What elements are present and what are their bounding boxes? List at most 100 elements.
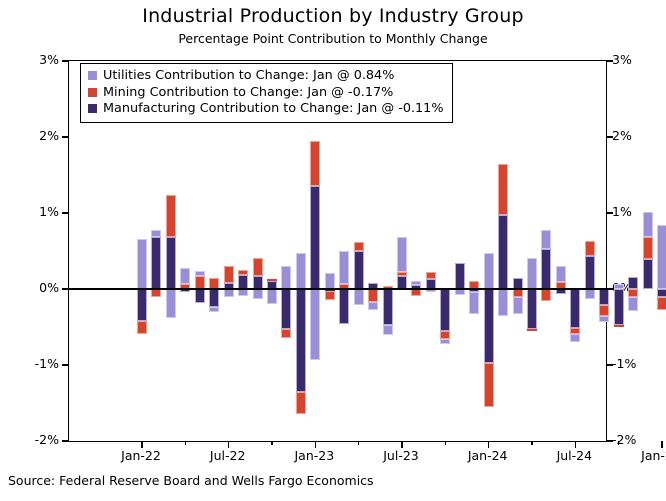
- bar-segment-manufacturing-Nov-24: [628, 276, 639, 289]
- bar-segment-manufacturing-Jul-24: [570, 289, 581, 328]
- bar-segment-mining-Jan-22: [137, 320, 147, 334]
- y-axis-label-left: 1%: [39, 204, 59, 219]
- bar-segment-utilities-Oct-22: [267, 289, 277, 305]
- y-axis-tick: [606, 136, 613, 138]
- bar-segment-utilities-Mar-24: [512, 297, 523, 315]
- y-axis-label-left: 3%: [39, 52, 59, 67]
- bar-segment-mining-Nov-22: [281, 329, 292, 338]
- bar-segment-utilities-Oct-23: [440, 339, 451, 344]
- bar-segment-utilities-Oct-24: [613, 284, 624, 289]
- bar-segment-mining-Sep-22: [252, 257, 263, 277]
- y-axis-label-left: -2%: [34, 432, 59, 447]
- bar-segment-manufacturing-Jan-24: [483, 289, 494, 364]
- bar-segment-utilities-Apr-24: [527, 257, 537, 289]
- y-axis-tick: [62, 136, 69, 138]
- bar-segment-manufacturing-Nov-22: [281, 289, 292, 330]
- bar-segment-manufacturing-Sep-24: [599, 289, 610, 305]
- bar-segment-manufacturing-Mar-23: [339, 289, 350, 324]
- bar-segment-utilities-Jan-25: [657, 225, 666, 289]
- chart-title: Industrial Production by Industry Group: [142, 5, 524, 27]
- y-axis-tick: [62, 60, 69, 62]
- bar-segment-utilities-Mar-23: [339, 251, 350, 285]
- bar-segment-mining-Feb-23: [324, 291, 335, 300]
- bar-segment-manufacturing-Apr-24: [527, 289, 537, 330]
- bar-segment-manufacturing-Jan-25: [657, 289, 666, 298]
- x-axis-major-tick: [574, 441, 576, 448]
- bar-segment-mining-Oct-23: [440, 330, 451, 340]
- bar-segment-manufacturing-Nov-23: [454, 263, 465, 289]
- bar-segment-mining-Jul-22: [223, 266, 234, 283]
- bar-segment-manufacturing-May-22: [194, 289, 205, 303]
- x-axis-major-tick: [488, 441, 490, 448]
- bar-segment-utilities-Jun-23: [382, 325, 393, 336]
- y-axis-tick: [62, 212, 69, 214]
- x-axis-minor-tick: [618, 441, 620, 445]
- manufacturing-swatch-icon: [88, 104, 97, 114]
- legend: Utilities Contribution to Change: Jan @ …: [80, 63, 454, 123]
- bar-segment-utilities-Nov-22: [281, 266, 292, 289]
- bar-segment-manufacturing-May-24: [541, 249, 552, 289]
- bar-segment-utilities-Sep-24: [599, 315, 610, 323]
- x-axis-minor-tick: [184, 441, 186, 445]
- y-axis-label-right: -2%: [612, 432, 637, 447]
- bar-segment-manufacturing-Jul-23: [397, 276, 407, 289]
- y-axis-label-left: -1%: [34, 356, 59, 371]
- y-axis-tick: [606, 440, 613, 442]
- bar-segment-utilities-May-22: [194, 270, 205, 277]
- bar-segment-utilities-Mar-22: [165, 289, 176, 318]
- bar-segment-utilities-Aug-24: [584, 289, 595, 299]
- bar-segment-mining-Feb-22: [151, 289, 162, 298]
- bar-segment-utilities-Nov-24: [628, 297, 639, 312]
- mining-swatch-icon: [88, 87, 97, 97]
- x-axis-label: Jan-22: [121, 448, 161, 463]
- source-note: Source: Federal Reserve Board and Wells …: [8, 473, 374, 488]
- chart-subtitle: Percentage Point Contribution to Monthly…: [178, 31, 488, 46]
- bar-segment-mining-Dec-22: [295, 392, 306, 414]
- bar-segment-mining-Jul-24: [570, 327, 581, 334]
- x-axis-label: Jan-25: [641, 448, 666, 463]
- bar-segment-mining-Aug-24: [584, 241, 595, 257]
- bar-segment-utilities-Jan-24: [483, 252, 494, 289]
- legend-item-utilities: Utilities Contribution to Change: Jan @ …: [88, 68, 443, 84]
- bar-segment-mining-Sep-24: [599, 304, 610, 316]
- bar-segment-mining-Jan-24: [483, 363, 494, 407]
- zero-axis-line: [68, 288, 607, 290]
- utilities-swatch-icon: [88, 71, 97, 81]
- y-axis-tick: [606, 288, 613, 290]
- y-axis-tick: [606, 364, 613, 366]
- y-axis-tick: [62, 440, 69, 442]
- bar-segment-utilities-Jun-22: [209, 307, 220, 312]
- bar-segment-manufacturing-Aug-24: [584, 256, 595, 289]
- bar-segment-mining-Feb-24: [498, 163, 509, 215]
- bar-segment-mining-May-22: [194, 276, 205, 289]
- legend-label-utilities: Utilities Contribution to Change: Jan @ …: [103, 68, 395, 83]
- y-axis-label-right: 3%: [612, 52, 632, 67]
- legend-item-manufacturing: Manufacturing Contribution to Change: Ja…: [88, 101, 443, 117]
- y-axis-tick: [62, 288, 69, 290]
- bar-segment-manufacturing-Dec-22: [295, 289, 306, 393]
- bar-segment-utilities-Jul-22: [223, 289, 234, 297]
- bar-segment-mining-Jan-25: [657, 297, 666, 311]
- bar-segment-mining-Oct-24: [613, 325, 624, 327]
- bar-segment-manufacturing-Dec-24: [642, 259, 653, 289]
- bar-segment-manufacturing-Sep-22: [252, 276, 263, 289]
- bar-segment-utilities-Dec-23: [469, 292, 480, 315]
- bar-segment-mining-May-24: [541, 289, 552, 302]
- bar-segment-manufacturing-Feb-24: [498, 214, 509, 289]
- plot-area: [62, 60, 666, 448]
- bar-segment-manufacturing-Feb-22: [151, 237, 162, 289]
- bar-segment-manufacturing-Oct-24: [613, 289, 624, 326]
- bar-segment-utilities-May-23: [368, 301, 379, 310]
- bar-segment-utilities-Aug-23: [411, 281, 422, 286]
- x-axis-major-tick: [401, 441, 403, 448]
- bar-segment-utilities-Feb-22: [151, 230, 162, 238]
- legend-label-mining: Mining Contribution to Change: Jan @ -0.…: [103, 84, 394, 100]
- y-axis-tick: [62, 364, 69, 366]
- bar-segment-manufacturing-Aug-22: [238, 274, 249, 289]
- x-axis-major-tick: [661, 441, 663, 448]
- y-axis-label-right: 2%: [612, 128, 632, 143]
- bar-segment-mining-Mar-24: [512, 289, 523, 298]
- y-axis-label-left: 0%: [39, 280, 59, 295]
- x-axis-major-tick: [228, 441, 230, 448]
